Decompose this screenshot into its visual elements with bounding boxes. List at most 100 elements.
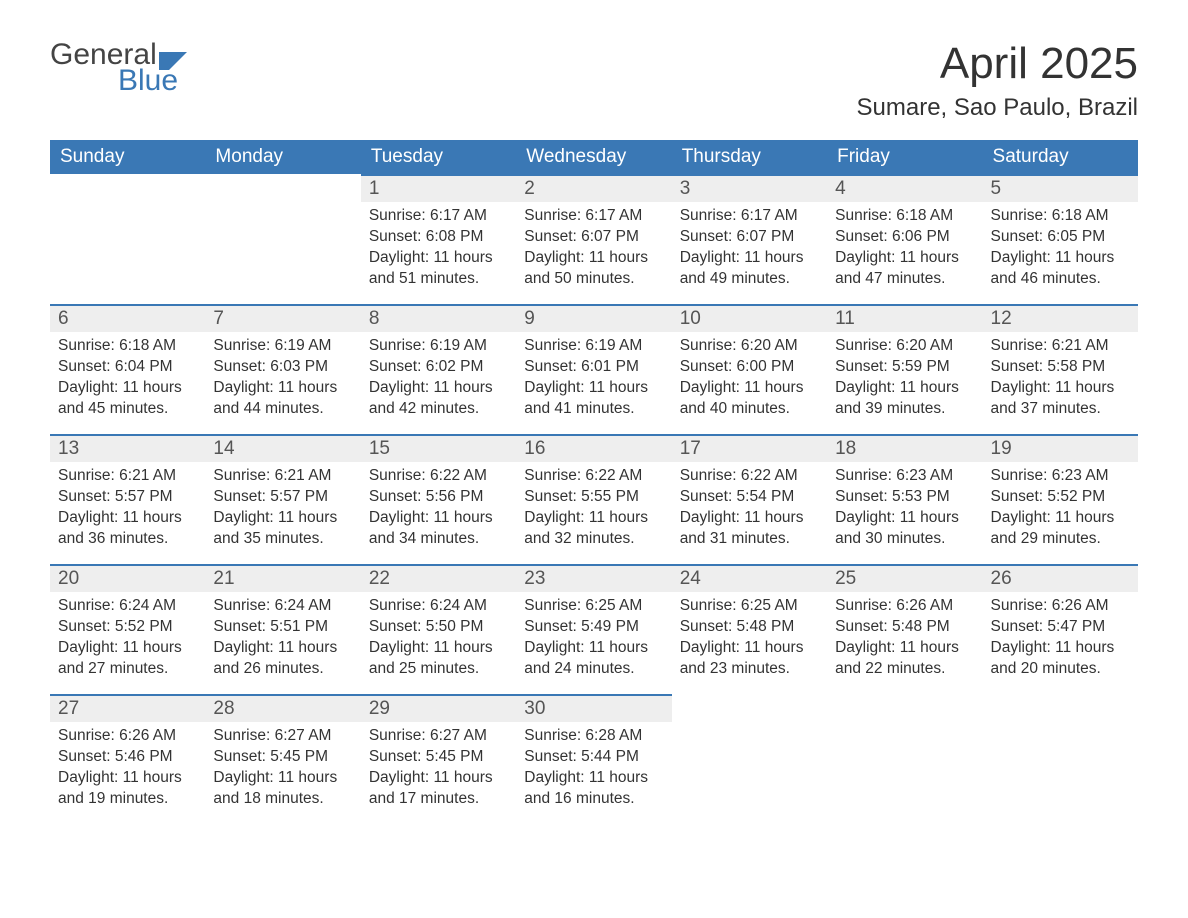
day-sunset: Sunset: 5:52 PM <box>991 487 1130 508</box>
day-dl2: and 19 minutes. <box>58 789 197 810</box>
day-sunrise: Sunrise: 6:22 AM <box>680 466 819 487</box>
calendar-cell: 22Sunrise: 6:24 AMSunset: 5:50 PMDayligh… <box>361 564 516 694</box>
day-number: 25 <box>827 566 982 592</box>
day-sunset: Sunset: 5:46 PM <box>58 747 197 768</box>
day-sunrise: Sunrise: 6:27 AM <box>369 726 508 747</box>
day-sunrise: Sunrise: 6:26 AM <box>991 596 1130 617</box>
day-dl2: and 27 minutes. <box>58 659 197 680</box>
day-dl2: and 47 minutes. <box>835 269 974 290</box>
day-number: 17 <box>672 436 827 462</box>
day-number: 21 <box>205 566 360 592</box>
day-dl1: Daylight: 11 hours <box>369 768 508 789</box>
day-dl1: Daylight: 11 hours <box>369 378 508 399</box>
day-number: 23 <box>516 566 671 592</box>
day-number: 28 <box>205 696 360 722</box>
day-dl1: Daylight: 11 hours <box>58 638 197 659</box>
day-dl2: and 29 minutes. <box>991 529 1130 550</box>
day-number: 5 <box>983 176 1138 202</box>
day-details: Sunrise: 6:21 AMSunset: 5:57 PMDaylight:… <box>205 462 360 560</box>
day-number: 19 <box>983 436 1138 462</box>
day-number: 27 <box>50 696 205 722</box>
day-dl1: Daylight: 11 hours <box>213 638 352 659</box>
day-details: Sunrise: 6:17 AMSunset: 6:08 PMDaylight:… <box>361 202 516 300</box>
day-number: 11 <box>827 306 982 332</box>
day-dl1: Daylight: 11 hours <box>524 248 663 269</box>
calendar-cell: 19Sunrise: 6:23 AMSunset: 5:52 PMDayligh… <box>983 434 1138 564</box>
calendar-cell: 20Sunrise: 6:24 AMSunset: 5:52 PMDayligh… <box>50 564 205 694</box>
day-dl1: Daylight: 11 hours <box>680 638 819 659</box>
calendar-cell <box>205 174 360 304</box>
day-sunrise: Sunrise: 6:22 AM <box>369 466 508 487</box>
day-sunrise: Sunrise: 6:27 AM <box>213 726 352 747</box>
day-sunset: Sunset: 5:55 PM <box>524 487 663 508</box>
calendar-cell: 24Sunrise: 6:25 AMSunset: 5:48 PMDayligh… <box>672 564 827 694</box>
calendar-row: 13Sunrise: 6:21 AMSunset: 5:57 PMDayligh… <box>50 434 1138 564</box>
day-sunrise: Sunrise: 6:28 AM <box>524 726 663 747</box>
day-dl1: Daylight: 11 hours <box>991 378 1130 399</box>
day-dl2: and 39 minutes. <box>835 399 974 420</box>
day-details: Sunrise: 6:25 AMSunset: 5:49 PMDaylight:… <box>516 592 671 690</box>
day-details: Sunrise: 6:23 AMSunset: 5:52 PMDaylight:… <box>983 462 1138 560</box>
day-sunset: Sunset: 6:04 PM <box>58 357 197 378</box>
day-dl2: and 17 minutes. <box>369 789 508 810</box>
day-details: Sunrise: 6:22 AMSunset: 5:56 PMDaylight:… <box>361 462 516 560</box>
day-sunset: Sunset: 5:50 PM <box>369 617 508 638</box>
day-details: Sunrise: 6:18 AMSunset: 6:06 PMDaylight:… <box>827 202 982 300</box>
day-number: 30 <box>516 696 671 722</box>
weekday-header: Saturday <box>983 140 1138 174</box>
calendar-cell: 1Sunrise: 6:17 AMSunset: 6:08 PMDaylight… <box>361 174 516 304</box>
day-details: Sunrise: 6:22 AMSunset: 5:54 PMDaylight:… <box>672 462 827 560</box>
day-dl1: Daylight: 11 hours <box>213 508 352 529</box>
day-dl2: and 45 minutes. <box>58 399 197 420</box>
calendar-cell: 30Sunrise: 6:28 AMSunset: 5:44 PMDayligh… <box>516 694 671 824</box>
day-dl2: and 50 minutes. <box>524 269 663 290</box>
day-sunrise: Sunrise: 6:25 AM <box>524 596 663 617</box>
day-sunrise: Sunrise: 6:17 AM <box>369 206 508 227</box>
day-sunset: Sunset: 6:01 PM <box>524 357 663 378</box>
calendar-cell: 29Sunrise: 6:27 AMSunset: 5:45 PMDayligh… <box>361 694 516 824</box>
day-sunset: Sunset: 5:49 PM <box>524 617 663 638</box>
day-number: 26 <box>983 566 1138 592</box>
day-dl2: and 36 minutes. <box>58 529 197 550</box>
calendar-cell: 14Sunrise: 6:21 AMSunset: 5:57 PMDayligh… <box>205 434 360 564</box>
calendar-row: 20Sunrise: 6:24 AMSunset: 5:52 PMDayligh… <box>50 564 1138 694</box>
calendar-cell: 8Sunrise: 6:19 AMSunset: 6:02 PMDaylight… <box>361 304 516 434</box>
calendar-cell: 10Sunrise: 6:20 AMSunset: 6:00 PMDayligh… <box>672 304 827 434</box>
day-sunrise: Sunrise: 6:19 AM <box>524 336 663 357</box>
calendar-cell: 9Sunrise: 6:19 AMSunset: 6:01 PMDaylight… <box>516 304 671 434</box>
title-block: April 2025 Sumare, Sao Paulo, Brazil <box>857 40 1138 122</box>
day-details: Sunrise: 6:22 AMSunset: 5:55 PMDaylight:… <box>516 462 671 560</box>
calendar-cell: 25Sunrise: 6:26 AMSunset: 5:48 PMDayligh… <box>827 564 982 694</box>
day-sunrise: Sunrise: 6:23 AM <box>835 466 974 487</box>
day-sunrise: Sunrise: 6:19 AM <box>213 336 352 357</box>
day-number: 20 <box>50 566 205 592</box>
day-details: Sunrise: 6:18 AMSunset: 6:05 PMDaylight:… <box>983 202 1138 300</box>
day-dl2: and 42 minutes. <box>369 399 508 420</box>
day-dl1: Daylight: 11 hours <box>524 508 663 529</box>
day-details: Sunrise: 6:26 AMSunset: 5:48 PMDaylight:… <box>827 592 982 690</box>
calendar-cell: 27Sunrise: 6:26 AMSunset: 5:46 PMDayligh… <box>50 694 205 824</box>
calendar-cell: 5Sunrise: 6:18 AMSunset: 6:05 PMDaylight… <box>983 174 1138 304</box>
day-sunset: Sunset: 6:00 PM <box>680 357 819 378</box>
calendar-cell: 18Sunrise: 6:23 AMSunset: 5:53 PMDayligh… <box>827 434 982 564</box>
weekday-header: Tuesday <box>361 140 516 174</box>
day-dl1: Daylight: 11 hours <box>835 378 974 399</box>
day-dl1: Daylight: 11 hours <box>369 248 508 269</box>
day-dl2: and 37 minutes. <box>991 399 1130 420</box>
calendar-table: Sunday Monday Tuesday Wednesday Thursday… <box>50 140 1138 824</box>
day-details: Sunrise: 6:28 AMSunset: 5:44 PMDaylight:… <box>516 722 671 820</box>
day-number: 8 <box>361 306 516 332</box>
calendar-cell: 15Sunrise: 6:22 AMSunset: 5:56 PMDayligh… <box>361 434 516 564</box>
day-sunset: Sunset: 5:56 PM <box>369 487 508 508</box>
day-sunrise: Sunrise: 6:22 AM <box>524 466 663 487</box>
day-dl2: and 44 minutes. <box>213 399 352 420</box>
day-dl2: and 16 minutes. <box>524 789 663 810</box>
day-sunset: Sunset: 5:51 PM <box>213 617 352 638</box>
calendar-cell <box>983 694 1138 824</box>
day-sunrise: Sunrise: 6:19 AM <box>369 336 508 357</box>
day-dl1: Daylight: 11 hours <box>680 248 819 269</box>
day-details: Sunrise: 6:19 AMSunset: 6:01 PMDaylight:… <box>516 332 671 430</box>
day-sunset: Sunset: 5:48 PM <box>835 617 974 638</box>
day-number: 4 <box>827 176 982 202</box>
day-dl2: and 40 minutes. <box>680 399 819 420</box>
